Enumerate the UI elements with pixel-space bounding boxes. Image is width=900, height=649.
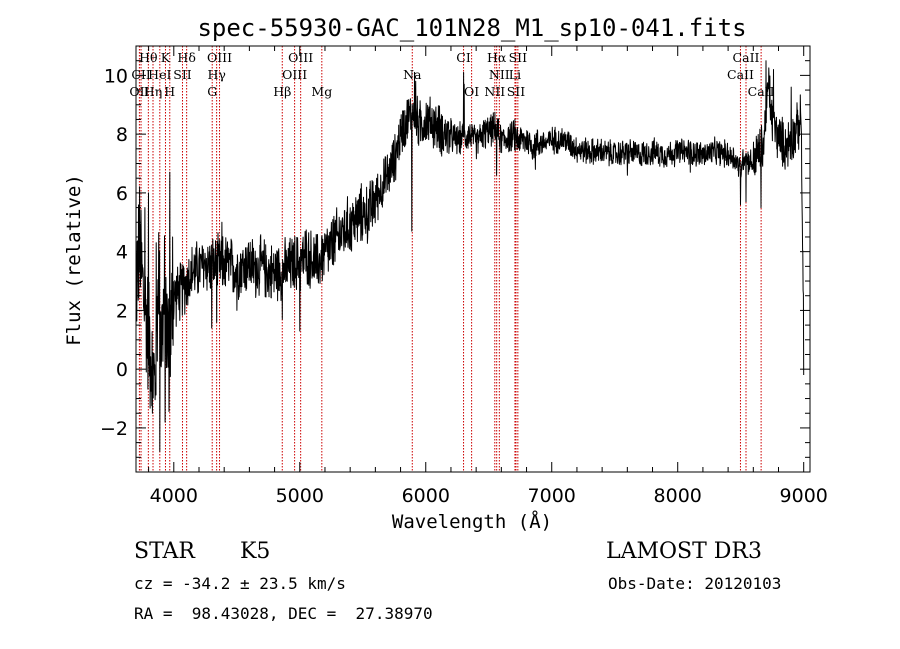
redshift-value: cz = -34.2 ± 23.5 km/s [134,574,346,593]
y-axis-label: Flux (relative) [63,174,85,346]
y-tick-label: 8 [116,124,128,146]
x-tick-label: 7000 [528,485,576,507]
survey-name: LAMOST DR3 [606,539,762,564]
line-label: HeI [148,67,171,82]
line-label: OIII [288,50,313,65]
object-subclass: K5 [240,539,271,564]
line-label: Hδ [177,50,195,65]
object-class: STAR [134,539,195,564]
chart-title: spec-55930-GAC_101N28_M1_sp10-041.fits [197,14,746,42]
line-label: Li [509,67,521,82]
line-label: CaII [748,84,775,99]
x-tick-label: 6000 [402,485,450,507]
line-label: K [161,50,171,65]
line-label: SII [507,84,526,99]
x-tick-label: 8000 [654,485,702,507]
line-label: G [207,84,217,99]
line-label: Hθ [139,50,157,65]
line-label: Na [403,67,422,82]
line-label: Hη [144,84,162,99]
line-label: CaII [727,67,754,82]
x-tick-label: 4000 [150,485,198,507]
line-label: H [164,84,175,99]
x-tick-label: 5000 [276,485,324,507]
line-label: NII [484,84,505,99]
x-tick-label: 9000 [780,485,828,507]
line-label: NII [489,67,510,82]
line-label: CI [456,50,471,65]
line-label: Hγ [207,67,225,82]
line-label: SII [509,50,528,65]
line-label: Hα [487,50,507,65]
y-tick-label: 4 [116,242,128,264]
observation-date: Obs-Date: 20120103 [608,574,782,593]
line-label: OII [129,84,149,99]
y-tick-label: 0 [116,359,128,381]
y-tick-label: −2 [100,418,128,440]
line-label: Mg [311,84,332,99]
plot-frame [135,45,811,473]
y-tick-label: 10 [104,65,128,87]
x-axis-label: Wavelength (Å) [392,510,552,533]
y-tick-label: 2 [116,300,128,322]
x-axis-ticks: 4000 5000 6000 7000 8000 9000 [148,46,828,507]
line-label: CaII [733,50,760,65]
line-label: OIII [282,67,307,82]
line-label: OI [464,84,479,99]
line-label: SII [173,67,192,82]
spectrum-chart: spec-55930-GAC_101N28_M1_sp10-041.fits H… [63,14,828,533]
y-axis-ticks: −2 0 2 4 6 8 10 [100,45,810,458]
coordinates: RA = 98.43028, DEC = 27.38970 [134,604,433,623]
line-label: Hβ [273,84,291,99]
line-label: OIII [207,50,232,65]
flux-series-line [135,60,805,452]
y-tick-label: 6 [116,183,128,205]
